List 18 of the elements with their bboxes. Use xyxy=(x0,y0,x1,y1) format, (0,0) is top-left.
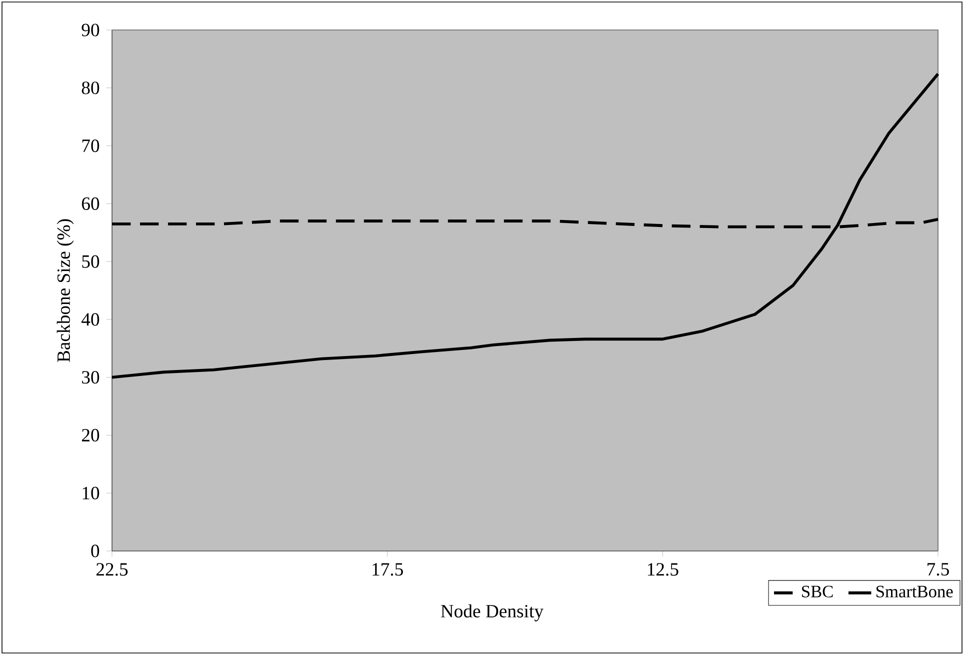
y-axis-title: Backbone Size (%) xyxy=(56,219,74,362)
legend-label: SBC xyxy=(802,586,833,598)
y-tick-label: 10 xyxy=(82,486,100,500)
x-tick-label: 7.5 xyxy=(928,563,949,576)
y-tick-label: 20 xyxy=(82,428,100,442)
y-tick-label: 50 xyxy=(82,255,100,268)
y-tick-label: 80 xyxy=(82,82,100,94)
x-tick-label: 17.5 xyxy=(372,563,403,576)
x-tick-label: 12.5 xyxy=(648,563,678,576)
y-tick-label: 90 xyxy=(82,24,100,36)
y-tick-label: 30 xyxy=(82,371,100,384)
x-axis-title: Node Density xyxy=(440,604,544,622)
x-tick-label: 22.5 xyxy=(96,563,128,576)
legend-label: SmartBone xyxy=(876,586,953,598)
y-tick-label: 40 xyxy=(82,313,100,326)
y-tick-label: 0 xyxy=(91,544,100,558)
y-tick-label: 70 xyxy=(82,139,100,152)
y-tick-label: 60 xyxy=(82,197,100,210)
